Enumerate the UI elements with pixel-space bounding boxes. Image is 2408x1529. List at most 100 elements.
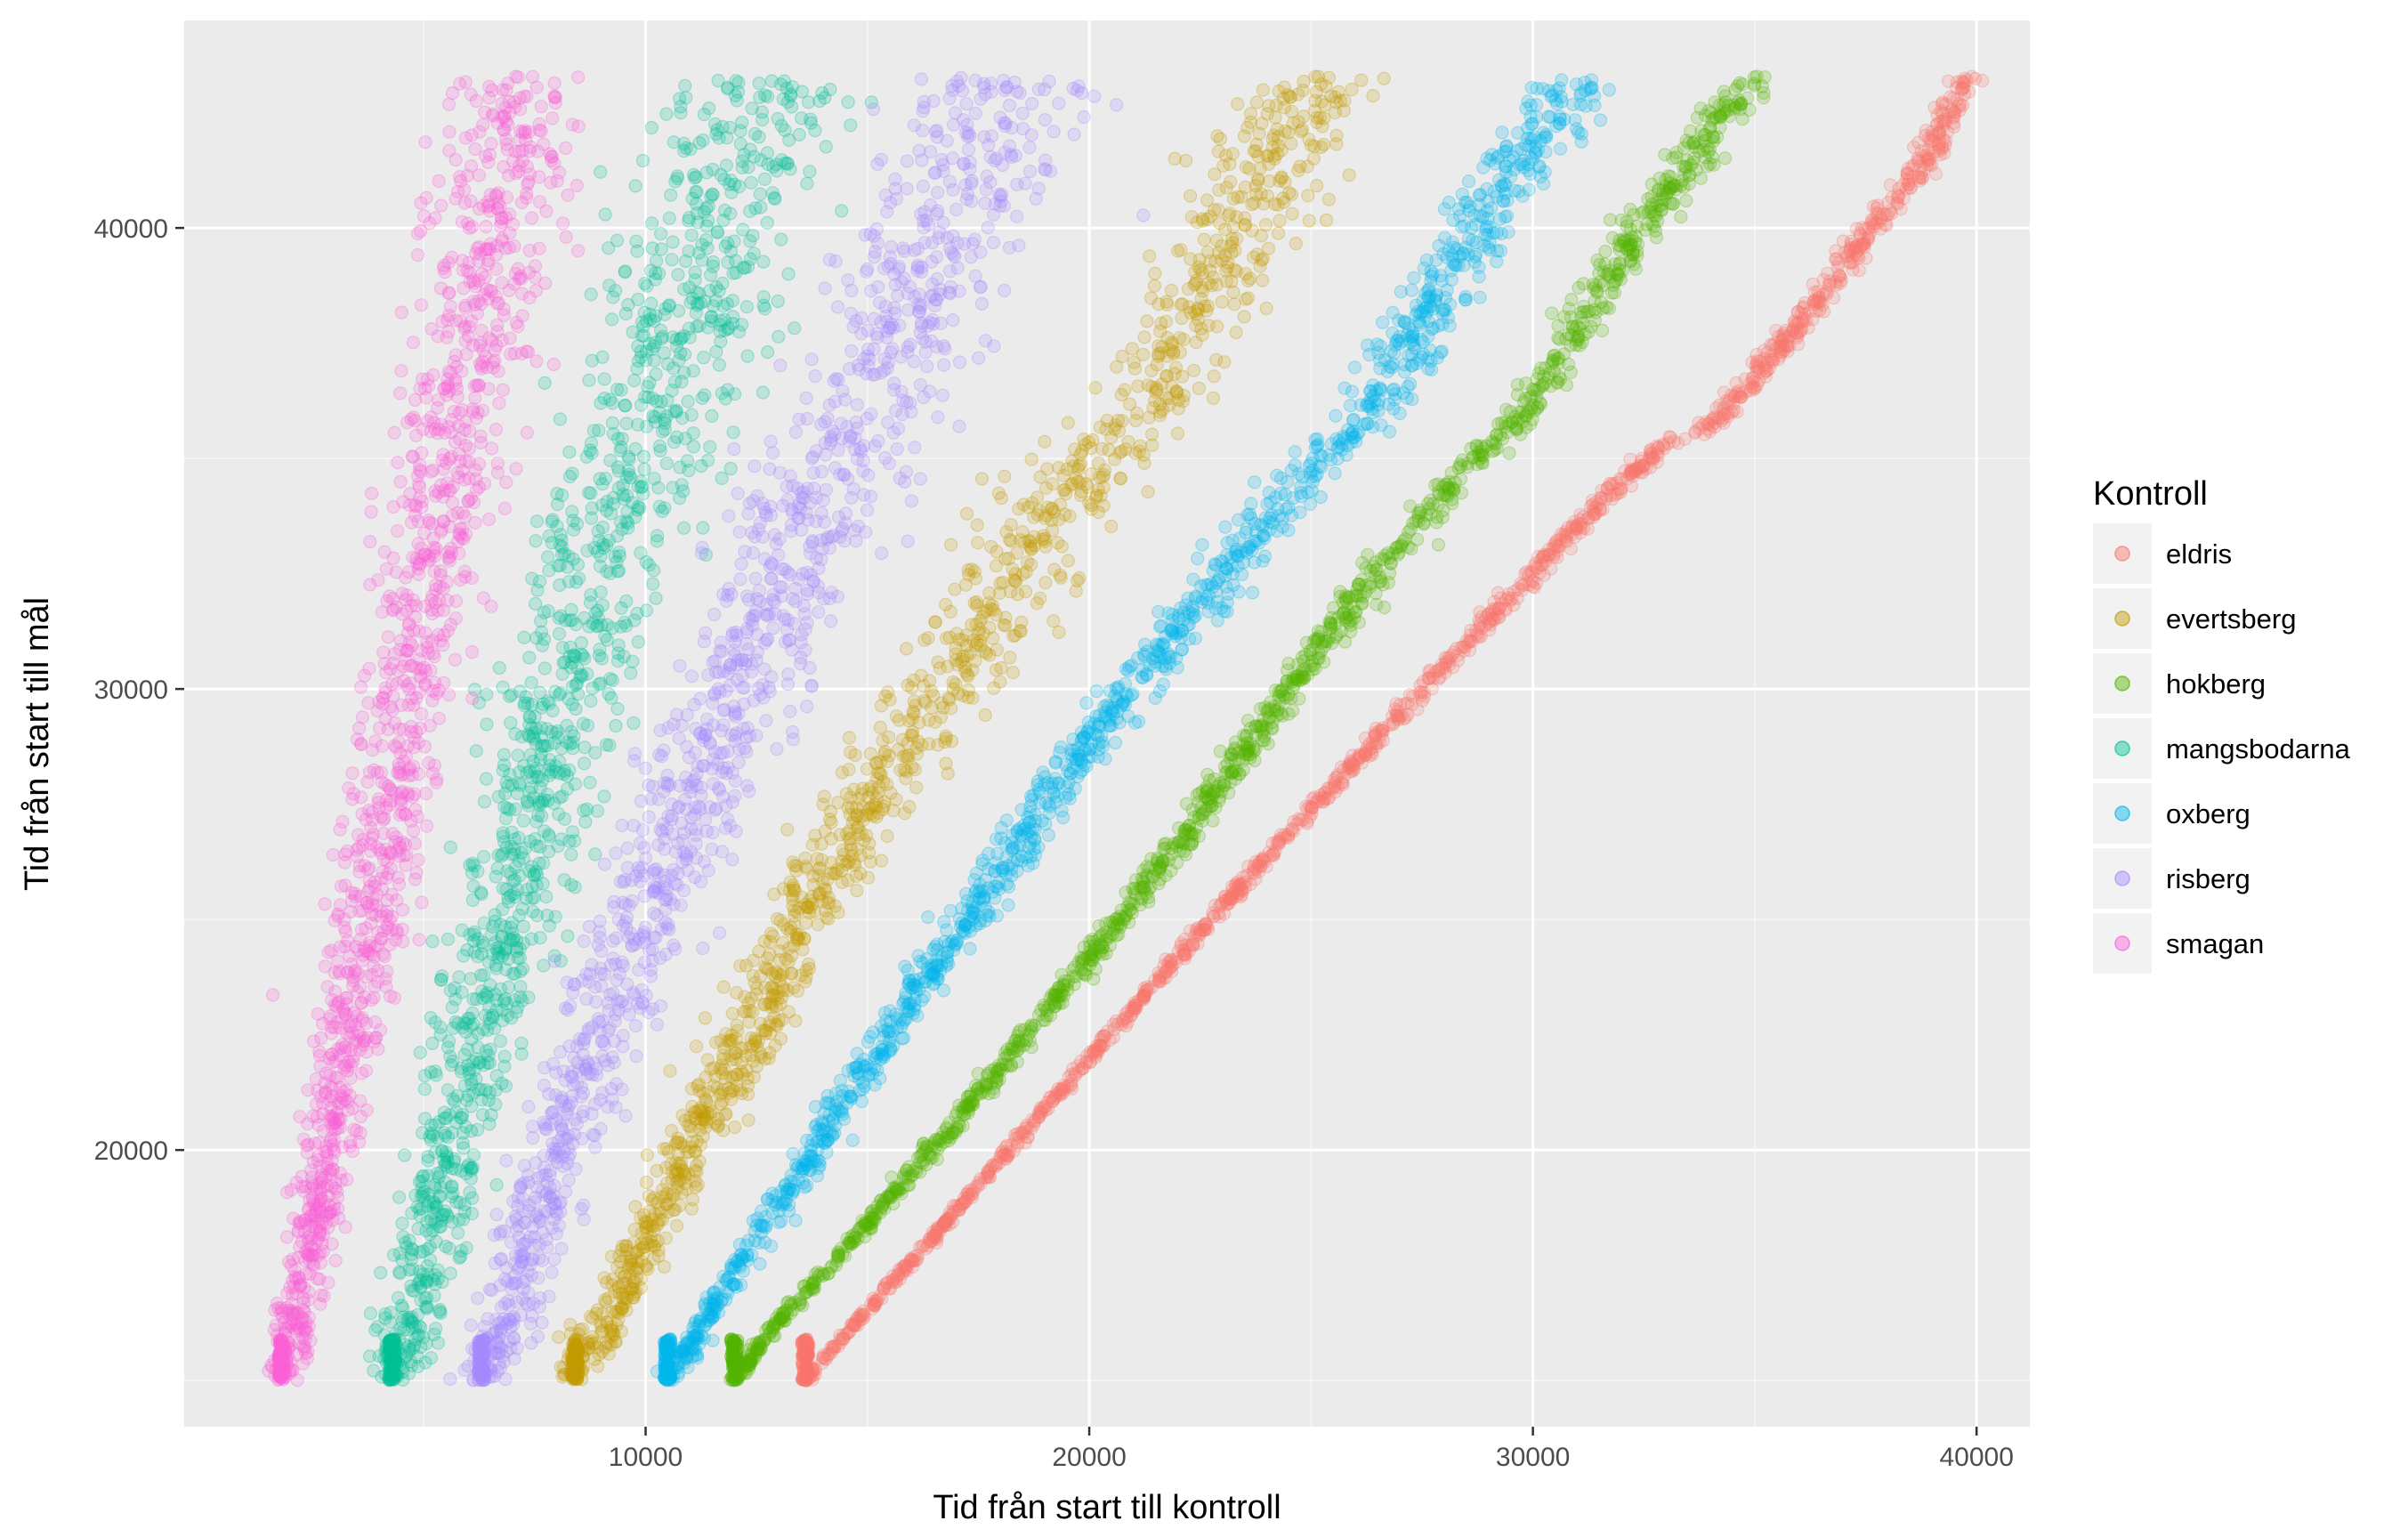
data-point <box>844 800 859 814</box>
data-point <box>1679 193 1693 208</box>
data-point <box>970 595 984 610</box>
data-point <box>691 319 707 333</box>
data-point <box>1003 651 1017 665</box>
data-point <box>1649 231 1664 245</box>
data-point <box>1213 744 1227 758</box>
data-point <box>1088 1042 1103 1057</box>
data-point <box>1061 416 1075 430</box>
data-point <box>1122 915 1136 929</box>
data-point <box>1112 446 1127 460</box>
data-point <box>1084 466 1098 481</box>
data-point <box>1376 721 1390 735</box>
data-point <box>1071 462 1086 476</box>
data-point <box>626 716 641 731</box>
data-point <box>1330 767 1345 782</box>
data-point <box>1749 357 1765 371</box>
data-point <box>1183 924 1198 938</box>
data-point <box>1894 202 1908 216</box>
data-point <box>1211 246 1226 260</box>
data-point <box>964 1187 978 1201</box>
data-point <box>1097 467 1111 482</box>
data-point <box>1096 481 1111 495</box>
data-point <box>1064 1067 1079 1081</box>
data-point <box>946 675 960 690</box>
data-point <box>901 751 915 765</box>
data-point <box>1009 574 1023 588</box>
data-point <box>649 591 663 605</box>
data-point <box>1867 220 1882 234</box>
data-point <box>440 932 455 947</box>
data-point <box>772 329 786 344</box>
data-point <box>1248 872 1263 886</box>
data-point <box>800 1370 814 1384</box>
data-point <box>941 766 955 781</box>
data-point <box>1749 364 1764 378</box>
data-point <box>1341 591 1356 605</box>
data-point <box>1854 221 1870 235</box>
data-point <box>424 1351 439 1365</box>
data-point <box>1228 243 1242 257</box>
data-point <box>1764 337 1778 352</box>
data-point <box>805 1361 820 1376</box>
data-point <box>1545 306 1559 320</box>
data-point <box>1206 391 1221 405</box>
data-point <box>1004 534 1018 548</box>
data-point <box>611 638 626 652</box>
data-point <box>1056 1086 1071 1100</box>
data-point <box>1229 210 1244 224</box>
data-point <box>713 313 728 328</box>
data-point <box>1830 252 1844 266</box>
data-point <box>1771 329 1786 344</box>
data-point <box>1131 993 1146 1007</box>
data-point <box>1624 462 1638 476</box>
data-point <box>1073 488 1088 503</box>
data-point <box>1490 427 1504 441</box>
data-point <box>1010 546 1024 560</box>
data-point <box>801 957 816 972</box>
data-point <box>398 1148 412 1162</box>
data-point <box>1243 115 1258 129</box>
data-point <box>824 1260 838 1274</box>
data-point <box>1317 98 1332 112</box>
data-point <box>477 795 492 809</box>
data-point <box>855 809 869 823</box>
data-point <box>1907 158 1921 173</box>
data-point <box>1192 928 1207 942</box>
data-point <box>1219 894 1233 908</box>
data-point <box>724 1053 739 1067</box>
data-point <box>1919 151 1934 166</box>
data-point <box>1044 1090 1058 1104</box>
data-point <box>1055 1081 1069 1096</box>
data-point <box>802 906 817 920</box>
data-point <box>1817 304 1831 319</box>
data-point <box>984 539 998 554</box>
data-point <box>731 325 747 339</box>
data-point <box>1721 406 1735 420</box>
data-point <box>1714 414 1728 428</box>
data-point <box>420 1299 434 1315</box>
data-point <box>1787 314 1801 328</box>
data-point <box>1065 963 1080 977</box>
data-point <box>1663 430 1678 444</box>
data-point <box>1345 748 1360 763</box>
data-point <box>1733 390 1749 404</box>
data-point <box>1064 1073 1079 1088</box>
data-point <box>1143 249 1157 263</box>
data-point <box>594 1319 609 1333</box>
data-point <box>1573 507 1588 522</box>
data-point <box>608 1334 623 1349</box>
data-point <box>1231 97 1245 111</box>
data-point <box>1045 987 1059 1002</box>
data-point <box>816 797 830 812</box>
data-point <box>492 660 506 676</box>
data-point <box>1534 552 1548 567</box>
data-point <box>529 534 543 548</box>
data-point <box>1324 611 1338 625</box>
data-point <box>689 1158 704 1173</box>
data-point <box>804 1366 818 1380</box>
data-point <box>1226 285 1240 299</box>
data-point <box>1245 198 1259 212</box>
data-point <box>1548 538 1563 553</box>
data-point <box>555 789 570 804</box>
data-point <box>698 388 712 402</box>
